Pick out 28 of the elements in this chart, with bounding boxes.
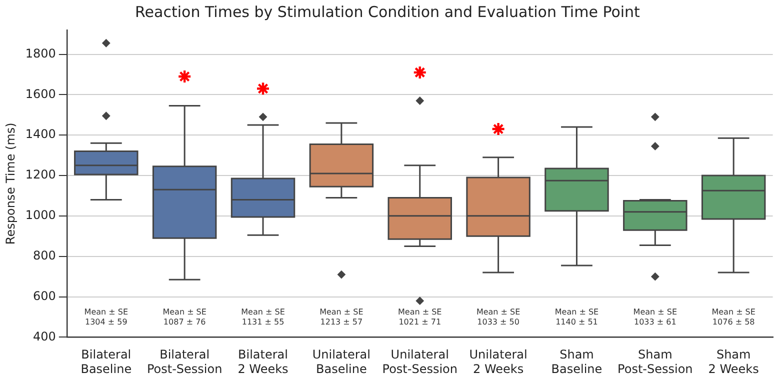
text: Mean ± SE 1087 ± 76 bbox=[162, 307, 206, 326]
y-tick-label: 1600 bbox=[25, 86, 56, 101]
text: Mean ± SE 1076 ± 58 bbox=[712, 307, 756, 326]
y-tick-label: 600 bbox=[33, 288, 56, 303]
chart-title: Reaction Times by Stimulation Condition and Evaluation Time Point bbox=[135, 2, 640, 21]
y-axis-title: Response Time (ms) bbox=[3, 122, 18, 245]
x-tick-label: Bilateral Post-Session bbox=[146, 348, 222, 376]
x-tick-label: Sham 2 Weeks bbox=[708, 348, 759, 376]
y-tick-label: 1000 bbox=[25, 208, 56, 222]
x-tick-label: Unilateral 2 Weeks bbox=[469, 348, 528, 376]
y-tick-label: 1200 bbox=[25, 168, 56, 182]
text: Mean ± SE 1213 ± 57 bbox=[320, 307, 364, 326]
text: Mean ± SE 1033 ± 61 bbox=[633, 307, 678, 326]
x-tick-label: Bilateral Baseline bbox=[80, 348, 132, 376]
text: Mean ± SE 1033 ± 50 bbox=[476, 307, 520, 326]
y-tick-label: 800 bbox=[33, 248, 56, 262]
text: Mean ± SE 1140 ± 51 bbox=[554, 307, 599, 326]
text: Mean ± SE 1304 ± 59 bbox=[84, 307, 128, 326]
x-tick-label: Unilateral Post-Session bbox=[382, 348, 458, 376]
x-tick-label: Sham Post-Session bbox=[618, 348, 693, 376]
x-tick-label: Sham Baseline bbox=[551, 348, 602, 376]
y-tick-label: 1800 bbox=[25, 46, 56, 60]
x-tick-label: Bilateral 2 Weeks bbox=[238, 348, 288, 376]
x-tick-label: Unilateral Baseline bbox=[312, 348, 371, 376]
y-tick-label: 1400 bbox=[25, 127, 56, 142]
text: Mean ± SE 1131 ± 55 bbox=[241, 307, 285, 326]
y-tick-label: 400 bbox=[33, 329, 56, 344]
text: Mean ± SE 1021 ± 71 bbox=[398, 307, 442, 326]
